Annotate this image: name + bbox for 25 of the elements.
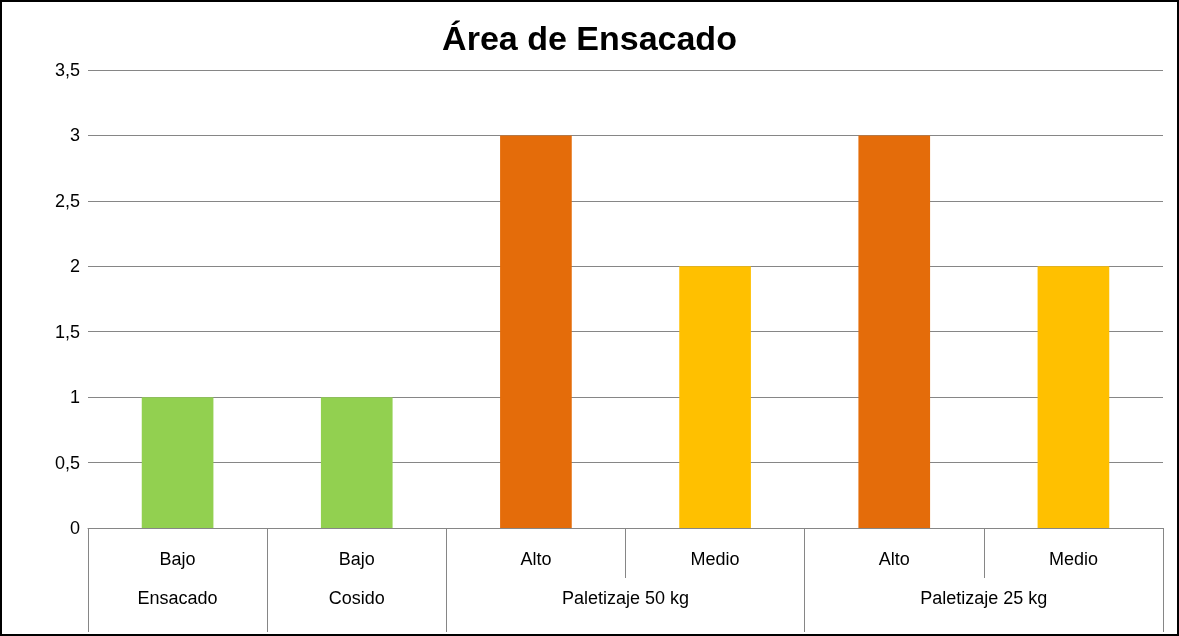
text: Paletizaje 50 kg [561, 588, 690, 608]
text: Paletizaje 25 kg [920, 588, 1048, 608]
x-tick-label: Bajo [338, 549, 375, 569]
x-tick-label: Alto [520, 549, 552, 569]
x-tick-label: Alto [878, 549, 910, 569]
bar [320, 397, 393, 528]
x-tick-label: Medio [1048, 549, 1098, 569]
y-tick-label: 0 [69, 518, 80, 538]
bar [679, 266, 751, 528]
bar [500, 135, 572, 528]
y-tick-label: 2,5 [54, 190, 80, 211]
bar [1037, 266, 1110, 528]
x-tick-label: Bajo [159, 549, 196, 569]
bar [141, 397, 214, 528]
y-tick-label: 3,5 [54, 60, 80, 80]
bar [858, 135, 931, 528]
y-tick-label: 0,5 [54, 452, 80, 473]
text: Ensacado [137, 588, 218, 608]
y-tick-label: 1,5 [54, 321, 80, 342]
y-tick-label: 2 [69, 256, 80, 277]
y-tick-label: 1 [69, 387, 80, 408]
x-tick-label: Medio [690, 549, 740, 569]
text: Cosido [328, 588, 385, 608]
y-tick-label: 3 [69, 125, 80, 146]
chart-title: Área de Ensacado [442, 19, 737, 57]
